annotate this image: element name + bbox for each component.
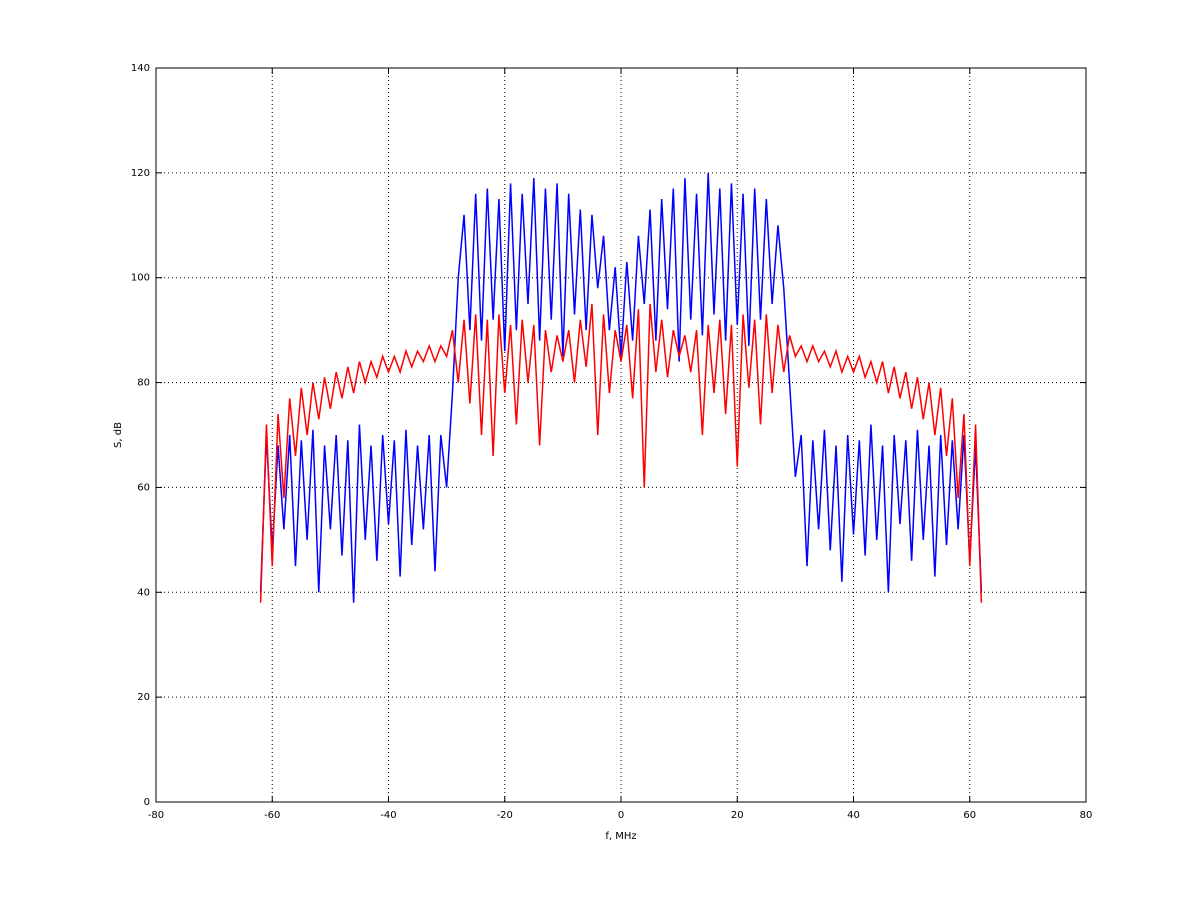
series-line <box>259 303 983 603</box>
y-tick-label: 80 <box>137 378 150 389</box>
x-tick-label: 80 <box>1080 810 1093 821</box>
y-axis-label: S, dB <box>113 422 124 448</box>
y-tick-label: 120 <box>131 168 150 179</box>
y-tick-label: 0 <box>144 797 150 808</box>
x-tick-label: 0 <box>618 810 624 821</box>
plot-frame <box>155 67 1087 803</box>
x-tick-label: 60 <box>963 810 976 821</box>
x-tick-label: -80 <box>148 810 164 821</box>
series-line <box>259 172 983 603</box>
x-axis-label: f, MHz <box>605 831 636 842</box>
x-tick-label: 20 <box>731 810 744 821</box>
y-tick-label: 60 <box>137 482 150 493</box>
x-tick-label: 40 <box>847 810 860 821</box>
y-tick-label: 20 <box>137 692 150 703</box>
x-tick-label: -20 <box>497 810 513 821</box>
x-tick-label: -60 <box>264 810 280 821</box>
x-tick-label: -40 <box>380 810 396 821</box>
y-tick-label: 140 <box>131 63 150 74</box>
y-tick-label: 40 <box>137 587 150 598</box>
y-tick-label: 100 <box>131 273 150 284</box>
